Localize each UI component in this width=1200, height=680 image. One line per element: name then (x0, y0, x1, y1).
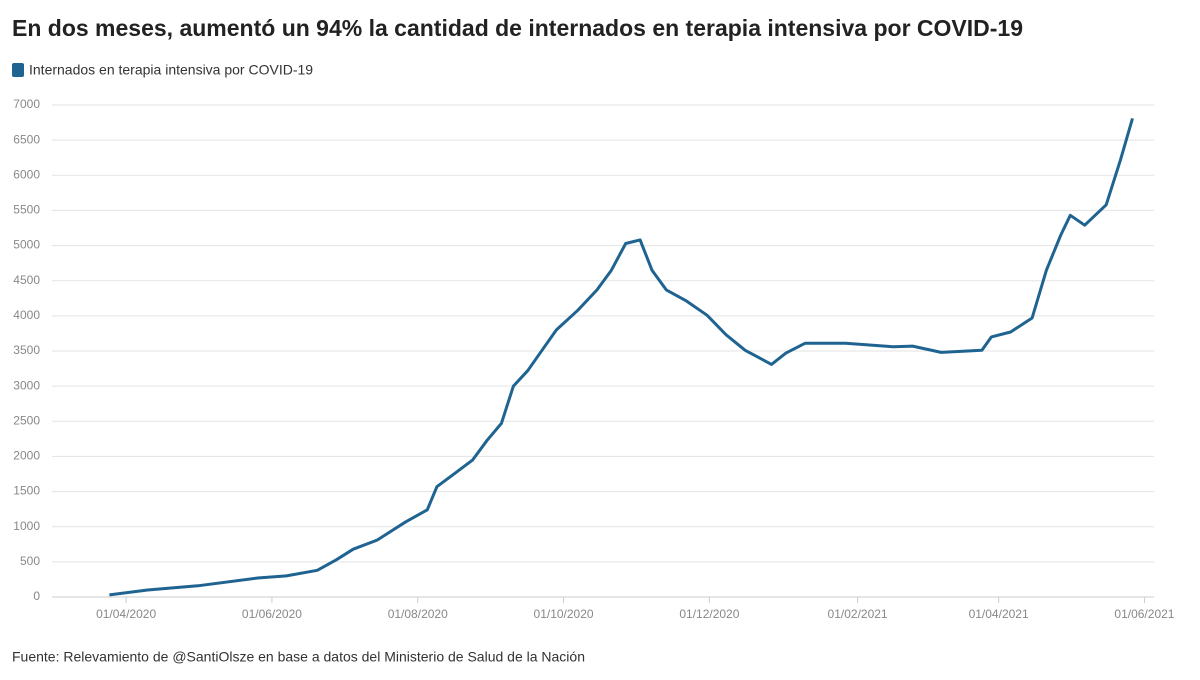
y-tick-label: 6500 (13, 132, 40, 146)
x-tick-label: 01/12/2020 (679, 607, 739, 621)
source: Fuente: Relevamiento de @SantiOlsze en b… (12, 649, 585, 665)
y-tick-label: 3000 (13, 378, 40, 392)
chart-title: En dos meses, aumentó un 94% la cantidad… (12, 15, 1023, 41)
x-tick-label: 01/02/2021 (828, 607, 888, 621)
legend-swatch (12, 63, 24, 77)
x-tick-label: 01/04/2021 (969, 607, 1029, 621)
x-tick-label: 01/06/2020 (242, 607, 302, 621)
x-tick-label: 01/08/2020 (388, 607, 448, 621)
legend-label: Internados en terapia intensiva por COVI… (29, 62, 313, 78)
y-tick-label: 5000 (13, 238, 40, 252)
y-tick-label: 2000 (13, 449, 40, 463)
data-line (109, 117, 1134, 597)
y-tick-label: 3500 (13, 343, 40, 357)
y-tick-label: 1000 (13, 519, 40, 533)
x-tick-label: 01/04/2020 (96, 607, 156, 621)
y-tick-label: 6000 (13, 167, 40, 181)
y-tick-label: 500 (20, 554, 40, 568)
y-tick-label: 4500 (13, 273, 40, 287)
y-tick-label: 5500 (13, 203, 40, 217)
y-tick-label: 0 (33, 589, 40, 603)
x-tick-label: 01/06/2021 (1114, 607, 1174, 621)
y-tick-label: 2500 (13, 413, 40, 427)
y-tick-label: 4000 (13, 308, 40, 322)
x-tick-label: 01/10/2020 (534, 607, 594, 621)
y-tick-label: 7000 (13, 97, 40, 111)
y-tick-label: 1500 (13, 484, 40, 498)
